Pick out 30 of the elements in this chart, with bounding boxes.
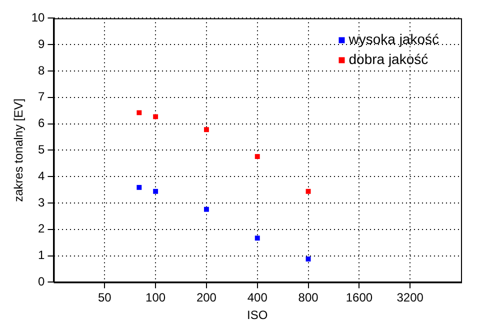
y-tick-label: 10 [31,10,46,25]
point [306,256,311,262]
x-tick-label: 1600 [346,290,373,305]
x-tick-label: 50 [98,290,112,305]
legend-label: wysoka jakość [348,31,440,48]
legend-label: dobra jakość [348,51,428,68]
y-tick-label: 7 [38,90,46,104]
point [254,236,260,241]
x-tick-label: 200 [196,290,217,305]
y-tick-label: 6 [38,116,46,130]
y-tick-label: 2 [38,222,46,236]
point [254,154,260,160]
point [204,206,209,212]
y-tick-label: 0 [38,274,46,289]
x-tick-label: 800 [298,290,319,305]
point [153,114,158,120]
point [306,188,311,194]
y-tick-label: 1 [38,248,46,262]
y-tick-label: 8 [38,63,46,78]
y-axis-title: zakres tonalny [EV] [12,98,26,202]
y-tick-label: 4 [38,168,46,183]
point [204,127,209,132]
y-tick-label: 9 [38,36,46,51]
y-tick-label: 3 [38,195,46,210]
x-tick-label: 100 [146,290,166,305]
x-tick-label: 3200 [396,290,424,305]
x-tick-label: 400 [247,290,268,305]
point [153,188,158,194]
x-axis-title: ISO [247,308,268,322]
y-tick-label: 5 [38,142,46,157]
